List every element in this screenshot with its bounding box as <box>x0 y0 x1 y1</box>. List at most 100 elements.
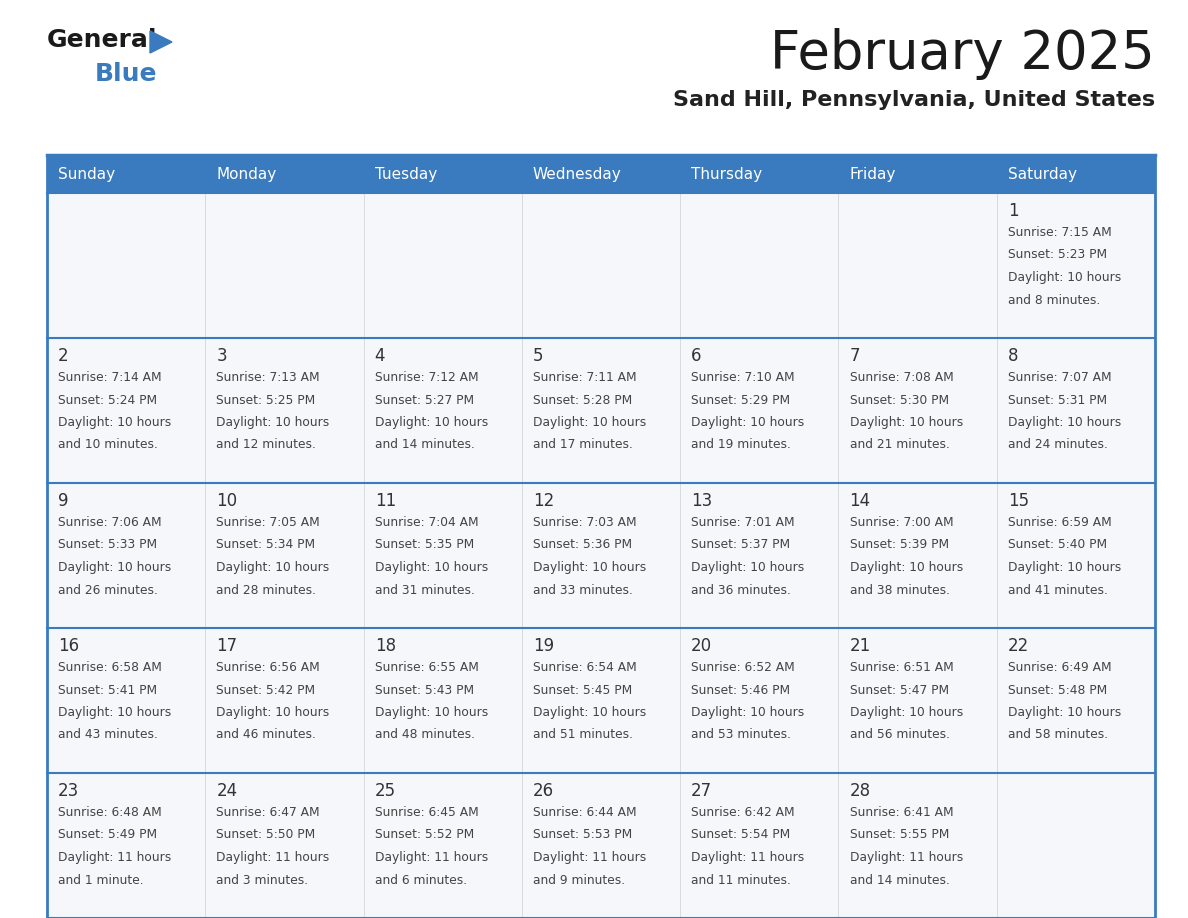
Text: and 38 minutes.: and 38 minutes. <box>849 584 949 597</box>
Bar <box>839 338 997 483</box>
Text: 26: 26 <box>533 782 554 800</box>
Bar <box>997 483 1155 628</box>
Bar <box>48 155 1155 918</box>
Text: Sunrise: 6:48 AM: Sunrise: 6:48 AM <box>58 806 162 819</box>
Text: Daylight: 10 hours: Daylight: 10 hours <box>374 561 488 574</box>
Text: 5: 5 <box>533 347 543 365</box>
Bar <box>997 155 1155 193</box>
Bar <box>681 338 839 483</box>
Text: 16: 16 <box>58 637 80 655</box>
Text: Sunset: 5:54 PM: Sunset: 5:54 PM <box>691 829 790 842</box>
Text: Tuesday: Tuesday <box>374 166 437 182</box>
Bar <box>48 773 206 918</box>
Text: Sunset: 5:42 PM: Sunset: 5:42 PM <box>216 684 316 697</box>
Text: Sunrise: 6:59 AM: Sunrise: 6:59 AM <box>1007 516 1112 529</box>
Text: Sunset: 5:27 PM: Sunset: 5:27 PM <box>374 394 474 407</box>
Text: and 14 minutes.: and 14 minutes. <box>849 874 949 887</box>
Text: 15: 15 <box>1007 492 1029 510</box>
Text: 28: 28 <box>849 782 871 800</box>
Text: Sunrise: 7:08 AM: Sunrise: 7:08 AM <box>849 371 953 384</box>
Text: Sunrise: 7:11 AM: Sunrise: 7:11 AM <box>533 371 637 384</box>
Text: Monday: Monday <box>216 166 277 182</box>
Text: Sunset: 5:50 PM: Sunset: 5:50 PM <box>216 829 316 842</box>
Text: 24: 24 <box>216 782 238 800</box>
Text: Sunrise: 7:01 AM: Sunrise: 7:01 AM <box>691 516 795 529</box>
Bar <box>681 155 839 193</box>
Text: 17: 17 <box>216 637 238 655</box>
Text: Sunset: 5:53 PM: Sunset: 5:53 PM <box>533 829 632 842</box>
Text: and 33 minutes.: and 33 minutes. <box>533 584 633 597</box>
Text: Daylight: 11 hours: Daylight: 11 hours <box>216 851 329 864</box>
Text: Sunset: 5:34 PM: Sunset: 5:34 PM <box>216 539 316 552</box>
Bar <box>364 193 522 338</box>
Bar <box>364 773 522 918</box>
Text: Sunrise: 6:52 AM: Sunrise: 6:52 AM <box>691 661 795 674</box>
Bar <box>997 338 1155 483</box>
Text: and 8 minutes.: and 8 minutes. <box>1007 294 1100 307</box>
Text: 1: 1 <box>1007 202 1018 220</box>
Bar <box>839 773 997 918</box>
Text: Wednesday: Wednesday <box>533 166 621 182</box>
Bar <box>522 155 681 193</box>
Bar <box>364 628 522 773</box>
Text: General: General <box>48 28 158 52</box>
Text: Sunrise: 7:14 AM: Sunrise: 7:14 AM <box>58 371 162 384</box>
Text: Sunrise: 7:12 AM: Sunrise: 7:12 AM <box>374 371 479 384</box>
Bar <box>364 338 522 483</box>
Text: and 26 minutes.: and 26 minutes. <box>58 584 158 597</box>
Text: and 31 minutes.: and 31 minutes. <box>374 584 474 597</box>
Bar <box>522 483 681 628</box>
Bar <box>206 773 364 918</box>
Bar <box>522 193 681 338</box>
Text: Daylight: 10 hours: Daylight: 10 hours <box>216 561 329 574</box>
Text: Sunrise: 7:13 AM: Sunrise: 7:13 AM <box>216 371 320 384</box>
Text: Daylight: 10 hours: Daylight: 10 hours <box>849 416 962 429</box>
Text: 9: 9 <box>58 492 69 510</box>
Text: Daylight: 10 hours: Daylight: 10 hours <box>533 416 646 429</box>
Text: and 36 minutes.: and 36 minutes. <box>691 584 791 597</box>
Text: Sunset: 5:23 PM: Sunset: 5:23 PM <box>1007 249 1107 262</box>
Text: 22: 22 <box>1007 637 1029 655</box>
Text: Daylight: 10 hours: Daylight: 10 hours <box>691 416 804 429</box>
Text: Sunrise: 7:06 AM: Sunrise: 7:06 AM <box>58 516 162 529</box>
Text: 18: 18 <box>374 637 396 655</box>
Text: and 17 minutes.: and 17 minutes. <box>533 439 633 452</box>
Text: and 6 minutes.: and 6 minutes. <box>374 874 467 887</box>
Text: and 41 minutes.: and 41 minutes. <box>1007 584 1107 597</box>
Text: Sunset: 5:45 PM: Sunset: 5:45 PM <box>533 684 632 697</box>
Bar <box>997 773 1155 918</box>
Text: Daylight: 10 hours: Daylight: 10 hours <box>849 561 962 574</box>
Text: and 10 minutes.: and 10 minutes. <box>58 439 158 452</box>
Text: Thursday: Thursday <box>691 166 763 182</box>
Text: Sunset: 5:37 PM: Sunset: 5:37 PM <box>691 539 790 552</box>
Text: Daylight: 10 hours: Daylight: 10 hours <box>691 706 804 719</box>
Text: Daylight: 10 hours: Daylight: 10 hours <box>216 416 329 429</box>
Text: Sunset: 5:30 PM: Sunset: 5:30 PM <box>849 394 949 407</box>
Text: Sunset: 5:39 PM: Sunset: 5:39 PM <box>849 539 949 552</box>
Text: 11: 11 <box>374 492 396 510</box>
Bar <box>48 628 206 773</box>
Bar <box>839 628 997 773</box>
Text: Daylight: 10 hours: Daylight: 10 hours <box>58 416 171 429</box>
Text: Friday: Friday <box>849 166 896 182</box>
Text: Daylight: 10 hours: Daylight: 10 hours <box>533 706 646 719</box>
Text: Sunrise: 7:10 AM: Sunrise: 7:10 AM <box>691 371 795 384</box>
Text: and 1 minute.: and 1 minute. <box>58 874 144 887</box>
Text: Daylight: 10 hours: Daylight: 10 hours <box>374 416 488 429</box>
Text: 6: 6 <box>691 347 702 365</box>
Text: 14: 14 <box>849 492 871 510</box>
Text: Sunset: 5:36 PM: Sunset: 5:36 PM <box>533 539 632 552</box>
Text: Sand Hill, Pennsylvania, United States: Sand Hill, Pennsylvania, United States <box>672 90 1155 110</box>
Text: Sunrise: 6:56 AM: Sunrise: 6:56 AM <box>216 661 320 674</box>
Text: Daylight: 11 hours: Daylight: 11 hours <box>374 851 488 864</box>
Text: 21: 21 <box>849 637 871 655</box>
Text: Daylight: 10 hours: Daylight: 10 hours <box>58 561 171 574</box>
Bar <box>48 338 206 483</box>
Text: Sunset: 5:43 PM: Sunset: 5:43 PM <box>374 684 474 697</box>
Text: and 11 minutes.: and 11 minutes. <box>691 874 791 887</box>
Text: Daylight: 10 hours: Daylight: 10 hours <box>1007 561 1121 574</box>
Text: 19: 19 <box>533 637 554 655</box>
Text: Sunrise: 6:42 AM: Sunrise: 6:42 AM <box>691 806 795 819</box>
Bar <box>48 193 206 338</box>
Text: 10: 10 <box>216 492 238 510</box>
